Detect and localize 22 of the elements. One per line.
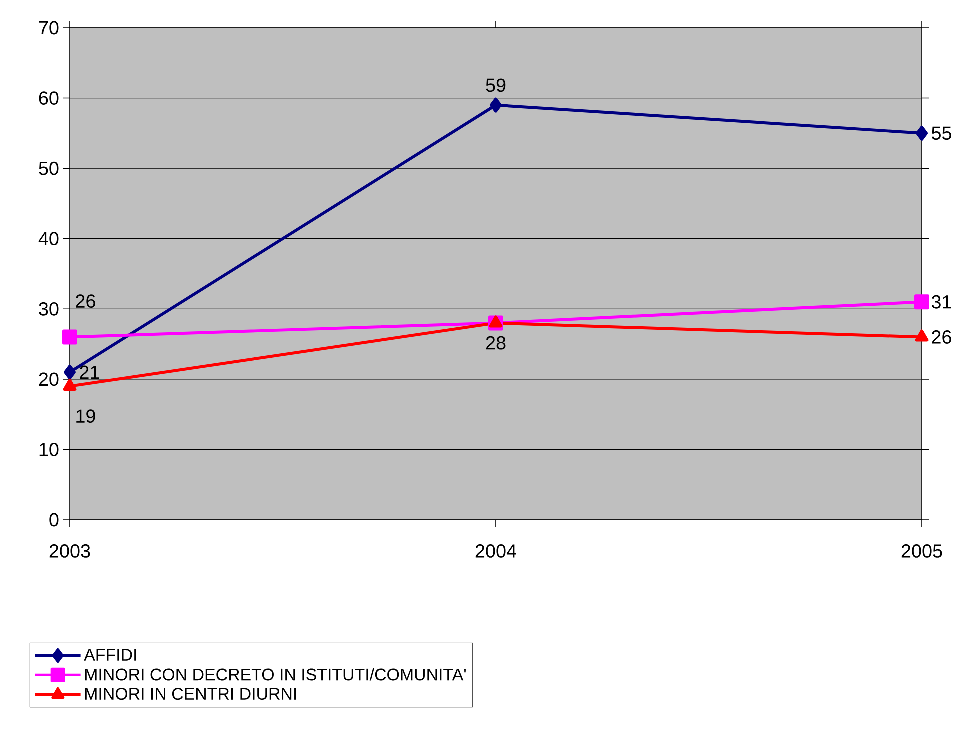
data-label: 26 (932, 330, 952, 344)
data-label: 31 (932, 295, 952, 309)
data-label: 59 (486, 78, 506, 92)
data-label: 26 (76, 294, 96, 308)
x-tick-label: 2003 (50, 544, 90, 558)
x-tick-label: 2004 (476, 544, 516, 558)
legend-label: MINORI CON DECRETO IN ISTITUTI/COMUNITA' (85, 668, 466, 681)
y-tick-label: 60 (39, 92, 59, 105)
y-tick-label: 40 (38, 232, 59, 246)
y-tick-label: 10 (40, 443, 59, 456)
data-label: 19 (76, 410, 96, 424)
y-tick-label: 30 (39, 302, 59, 316)
data-label: 21 (80, 366, 100, 380)
legend-label: AFFIDI (84, 649, 136, 661)
data-label: 55 (932, 126, 952, 140)
y-tick-label: 20 (39, 372, 59, 386)
y-tick-label: 70 (39, 21, 59, 35)
x-tick-label: 2005 (902, 544, 942, 558)
data-label: 28 (486, 336, 506, 350)
y-tick-label: 50 (39, 162, 59, 176)
legend-label: MINORI IN CENTRI DIURNI (85, 688, 296, 700)
y-tick-label: 0 (50, 513, 59, 527)
